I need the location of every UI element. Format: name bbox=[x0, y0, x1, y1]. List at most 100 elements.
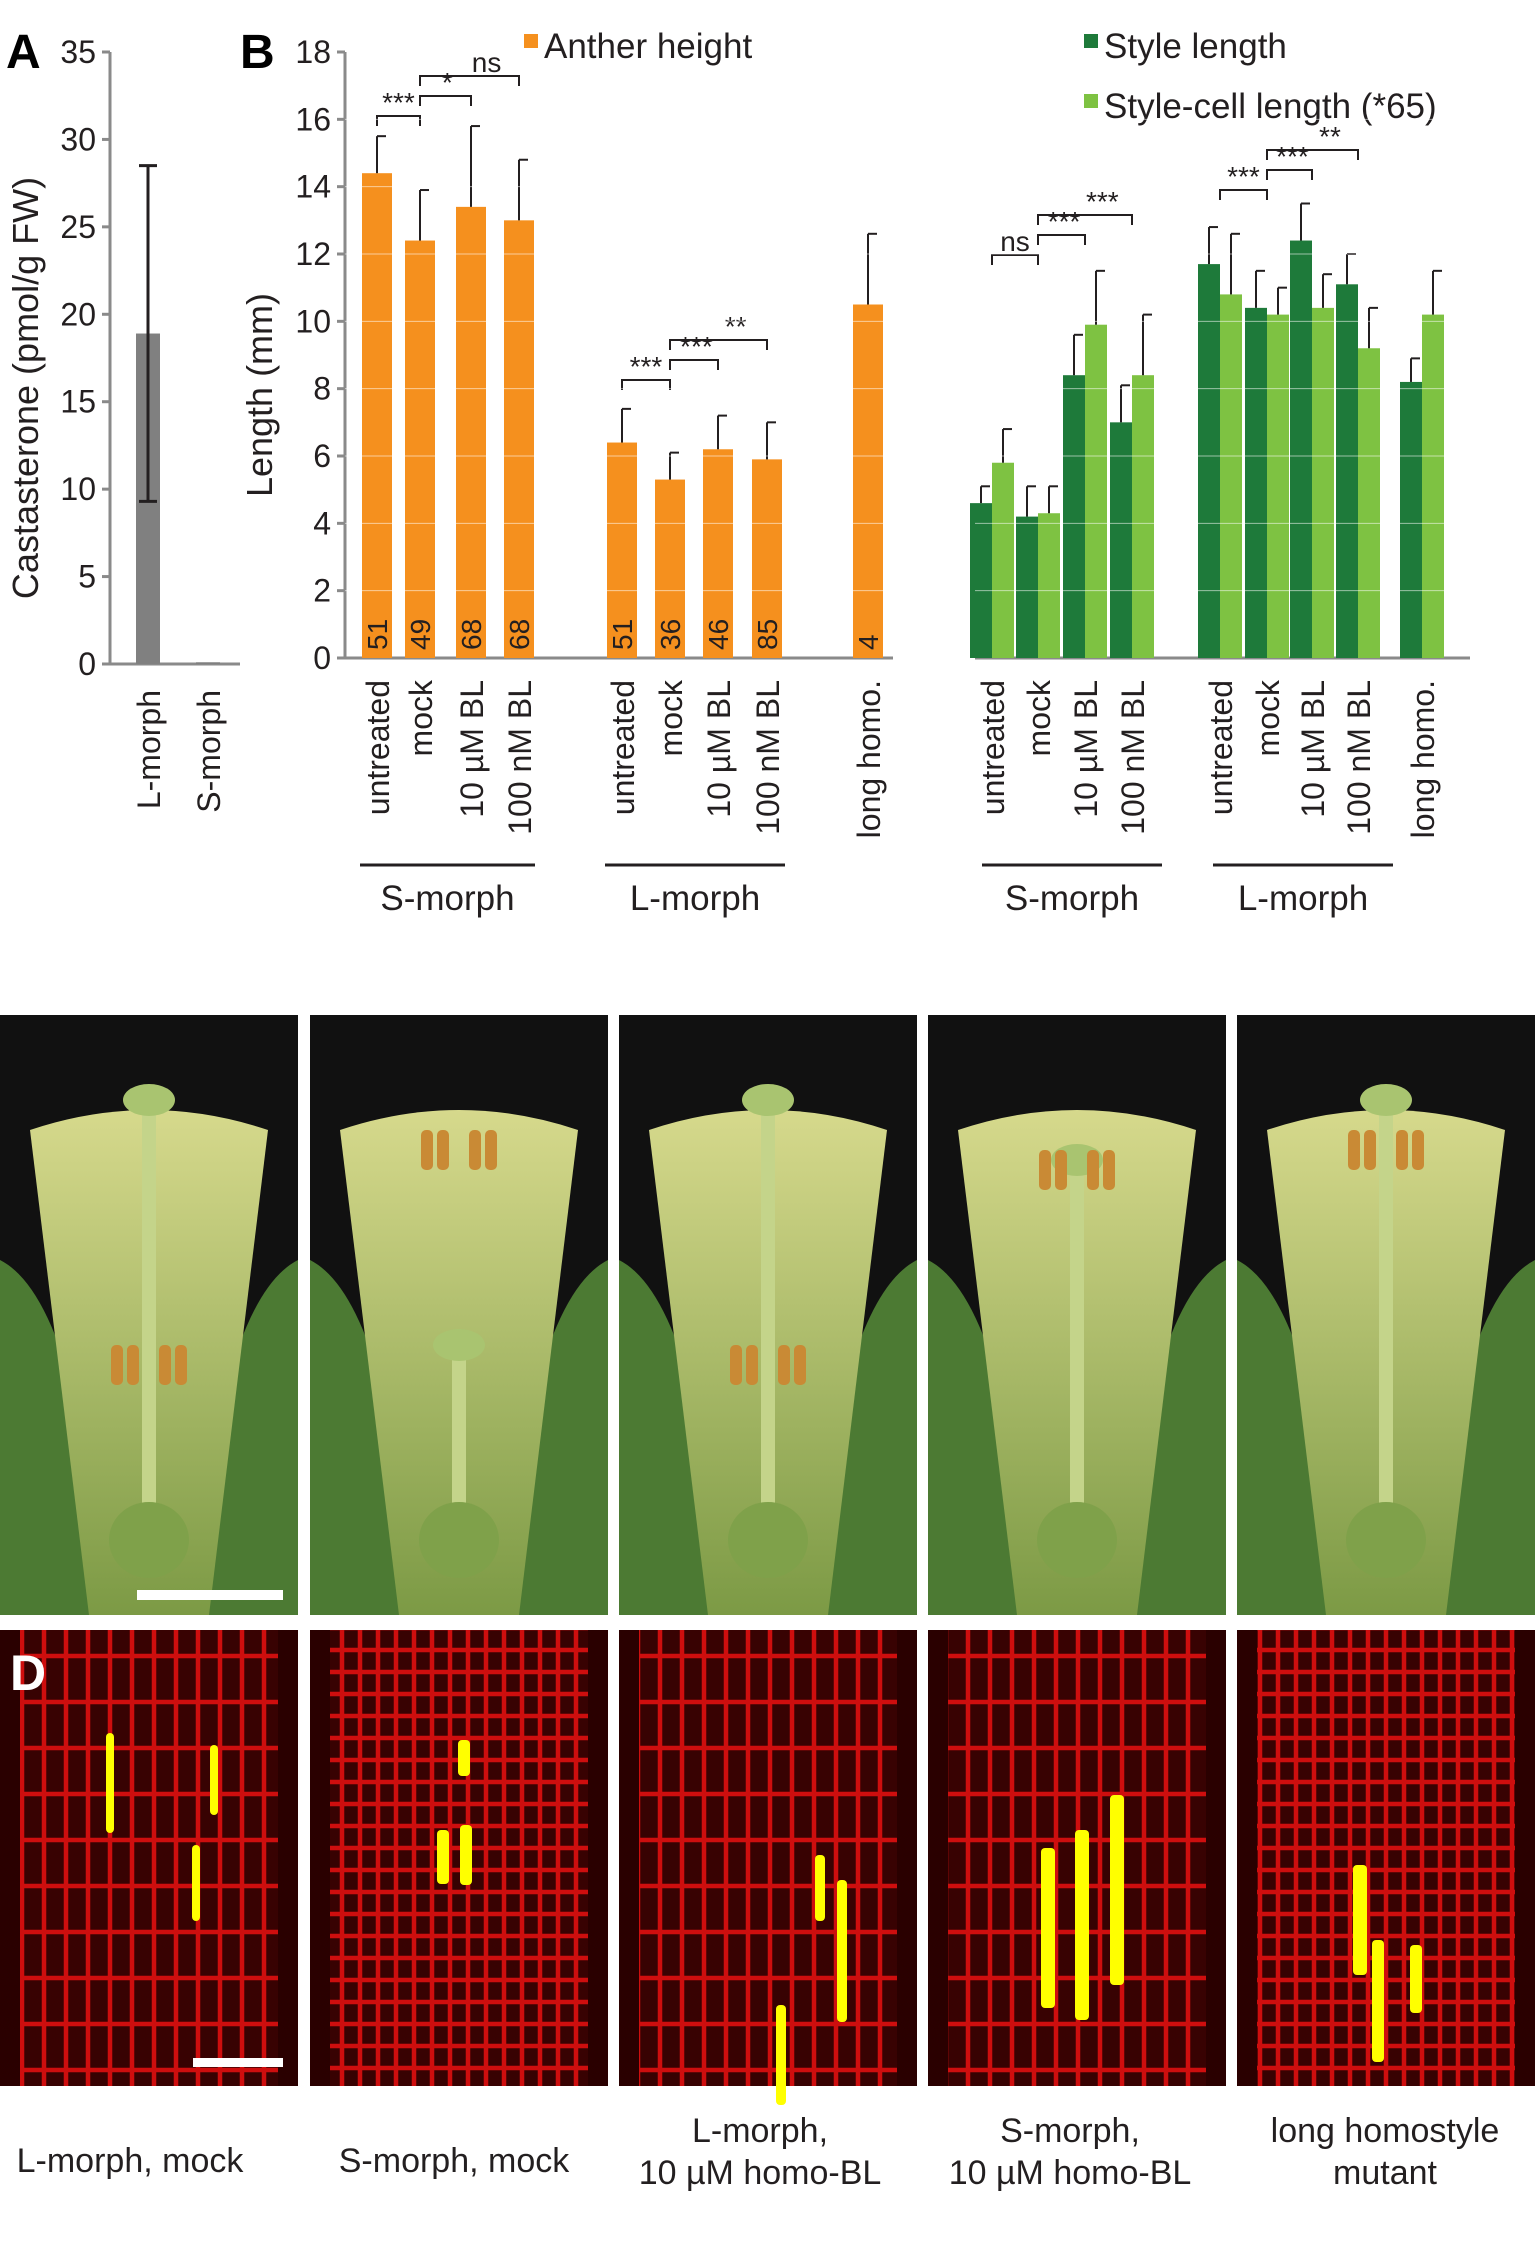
x-tick-label: 10 µM BL bbox=[454, 680, 490, 818]
x-tick-label: S-morph bbox=[191, 690, 227, 813]
cell-layer bbox=[639, 1630, 897, 2086]
y-tick-label: 8 bbox=[313, 371, 331, 407]
stigma bbox=[742, 1084, 794, 1116]
bar-anther bbox=[655, 479, 685, 658]
anther bbox=[1348, 1130, 1360, 1170]
y-tick-label: 10 bbox=[295, 303, 331, 339]
significance-bracket bbox=[1266, 169, 1313, 180]
flower-photo bbox=[619, 1015, 917, 1615]
anther bbox=[111, 1345, 123, 1385]
x-tick-label: untreated bbox=[605, 680, 641, 815]
bar-style-cell bbox=[1358, 348, 1380, 658]
confocal-image bbox=[310, 1630, 608, 2086]
x-tick-label: 100 nM BL bbox=[502, 680, 538, 835]
significance-bracket bbox=[419, 75, 520, 86]
anther bbox=[175, 1345, 187, 1385]
bar-n-label: 36 bbox=[655, 619, 686, 650]
ovary bbox=[728, 1502, 808, 1578]
style bbox=[1379, 1100, 1393, 1530]
x-tick-label: mock bbox=[653, 679, 689, 756]
bar-n-label: 85 bbox=[752, 619, 783, 650]
bar-style bbox=[1336, 284, 1358, 658]
bar-style bbox=[1400, 381, 1422, 658]
panel-b-style-chart: Style length Style-cell length (*65) untre… bbox=[970, 27, 1470, 918]
confocal-image bbox=[1237, 1630, 1535, 2086]
y-tick-label: 6 bbox=[313, 438, 331, 474]
confocal-image bbox=[0, 1630, 298, 2086]
significance-label: *** bbox=[382, 87, 415, 118]
cell-layer bbox=[20, 1630, 278, 2086]
x-tick-label: 100 nM BL bbox=[750, 680, 786, 835]
significance-label: *** bbox=[630, 351, 663, 382]
x-tick-label: mock bbox=[403, 679, 439, 756]
anther bbox=[1039, 1150, 1051, 1190]
significance-label: *** bbox=[680, 331, 713, 362]
bar-style-cell bbox=[1132, 375, 1154, 658]
bar-anther bbox=[504, 220, 534, 659]
highlighted-cell bbox=[776, 2005, 786, 2105]
bar-n-label: 49 bbox=[405, 619, 436, 650]
y-tick-label: 15 bbox=[60, 384, 96, 420]
ovary bbox=[109, 1502, 189, 1578]
flower-photo bbox=[310, 1015, 608, 1615]
ovary bbox=[1346, 1502, 1426, 1578]
anther bbox=[127, 1345, 139, 1385]
group-label: L-morph bbox=[1238, 879, 1368, 918]
y-tick-label: 20 bbox=[60, 296, 96, 332]
highlighted-cell bbox=[1075, 1830, 1089, 2020]
bar-style bbox=[1063, 375, 1085, 658]
significance-label: *** bbox=[1276, 141, 1309, 172]
significance-bracket bbox=[419, 95, 472, 106]
style bbox=[142, 1100, 156, 1530]
y-tick-label: 18 bbox=[295, 34, 331, 70]
bar-style bbox=[1016, 516, 1038, 658]
highlighted-cell bbox=[210, 1745, 218, 1815]
significance-bracket bbox=[1037, 214, 1133, 225]
panel-label-a: A bbox=[6, 26, 41, 79]
stigma bbox=[123, 1084, 175, 1116]
y-axis-title: Length (mm) bbox=[239, 293, 280, 497]
panel-c-photos: C bbox=[0, 1015, 1535, 1615]
significance-bracket bbox=[376, 115, 421, 126]
y-tick-label: 35 bbox=[60, 34, 96, 70]
y-tick-label: 0 bbox=[313, 640, 331, 676]
bar-anther bbox=[362, 173, 392, 658]
significance-bracket bbox=[1266, 149, 1359, 160]
stigma bbox=[433, 1329, 485, 1361]
legend-swatch-style-cell bbox=[1084, 94, 1098, 108]
anther bbox=[730, 1345, 742, 1385]
x-tick-label: long homo. bbox=[1405, 680, 1441, 838]
highlighted-cell bbox=[1353, 1865, 1367, 1975]
y-tick-label: 25 bbox=[60, 209, 96, 245]
scale-bar bbox=[193, 2058, 283, 2067]
photo-caption-2: S-morph, mock bbox=[338, 2142, 570, 2180]
significance-label: ** bbox=[725, 311, 747, 342]
highlighted-cell bbox=[192, 1845, 200, 1921]
y-tick-label: 2 bbox=[313, 573, 331, 609]
x-tick-label: 10 µM BL bbox=[1068, 680, 1104, 818]
x-tick-label: 100 nM BL bbox=[1341, 680, 1377, 835]
x-tick-label: long homo. bbox=[851, 680, 887, 838]
flower-photo bbox=[0, 1015, 298, 1615]
y-tick-label: 5 bbox=[78, 559, 96, 595]
photo-caption-1: L-morph, mock bbox=[16, 2142, 244, 2180]
significance-label: * bbox=[442, 67, 453, 98]
highlighted-cell bbox=[837, 1880, 847, 2022]
bar-style bbox=[1245, 307, 1267, 658]
cell-layer bbox=[1257, 1630, 1515, 2086]
anther bbox=[421, 1130, 433, 1170]
bar-anther bbox=[456, 206, 486, 658]
significance-label: *** bbox=[1048, 206, 1081, 237]
panel-label-b: B bbox=[240, 26, 275, 79]
bar-style-cell bbox=[1422, 314, 1444, 658]
confocal-image bbox=[619, 1630, 917, 2105]
ovary bbox=[419, 1502, 499, 1578]
y-tick-label: 16 bbox=[295, 101, 331, 137]
legend-swatch-style bbox=[1084, 34, 1098, 48]
significance-bracket bbox=[1219, 189, 1268, 200]
y-tick-label: 10 bbox=[60, 471, 96, 507]
highlighted-cell bbox=[1410, 1945, 1422, 2013]
y-tick-label: 14 bbox=[295, 169, 331, 205]
bar-style bbox=[1110, 422, 1132, 658]
